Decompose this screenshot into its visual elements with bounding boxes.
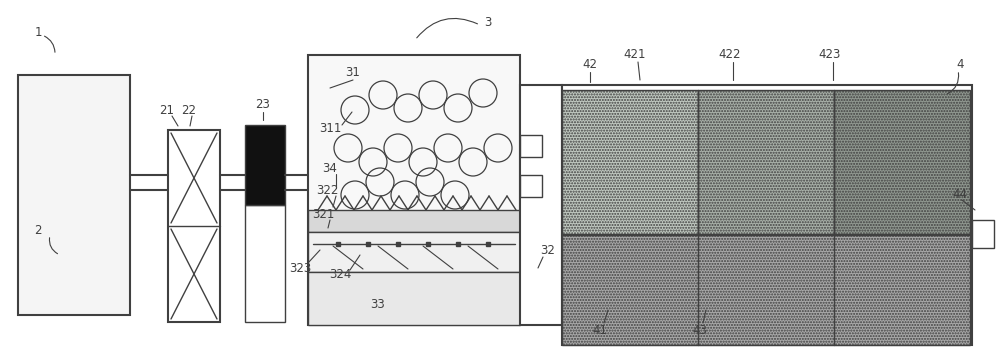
Bar [562,90,698,235]
Bar [308,232,520,272]
Text: 34: 34 [323,162,337,175]
Bar [562,85,972,345]
Text: 42: 42 [582,58,598,72]
Bar [245,205,285,322]
Text: 421: 421 [624,49,646,61]
Text: 21: 21 [160,103,175,117]
Text: 324: 324 [329,269,351,281]
Text: 32: 32 [541,244,555,257]
Text: 33: 33 [371,298,385,311]
Bar [834,90,970,235]
Bar [520,135,542,157]
Text: 44: 44 [952,188,968,201]
Text: 31: 31 [346,65,360,78]
Text: 322: 322 [316,184,338,196]
Text: 323: 323 [289,261,311,274]
Bar [308,210,520,232]
Text: 311: 311 [319,122,341,135]
Text: 3: 3 [484,16,492,29]
Text: 422: 422 [719,49,741,61]
Bar [308,272,520,325]
Text: 22: 22 [182,103,196,117]
Bar [698,90,834,235]
Text: 4: 4 [956,58,964,72]
Bar [245,125,285,205]
Text: 43: 43 [693,323,707,337]
Bar [308,55,520,325]
Text: 423: 423 [819,49,841,61]
Text: 321: 321 [312,208,334,220]
Bar [972,220,994,248]
Text: 1: 1 [34,25,42,38]
Text: 2: 2 [34,224,42,237]
Bar [168,130,220,322]
Text: 41: 41 [592,323,608,337]
Text: 23: 23 [256,98,270,111]
Bar [562,235,970,345]
Bar [520,85,562,325]
Bar [520,175,542,197]
Bar [18,75,130,315]
